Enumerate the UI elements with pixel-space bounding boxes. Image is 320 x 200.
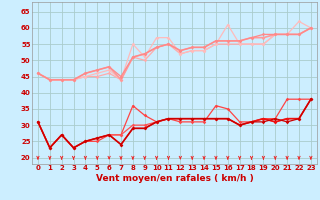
- X-axis label: Vent moyen/en rafales ( km/h ): Vent moyen/en rafales ( km/h ): [96, 174, 253, 183]
